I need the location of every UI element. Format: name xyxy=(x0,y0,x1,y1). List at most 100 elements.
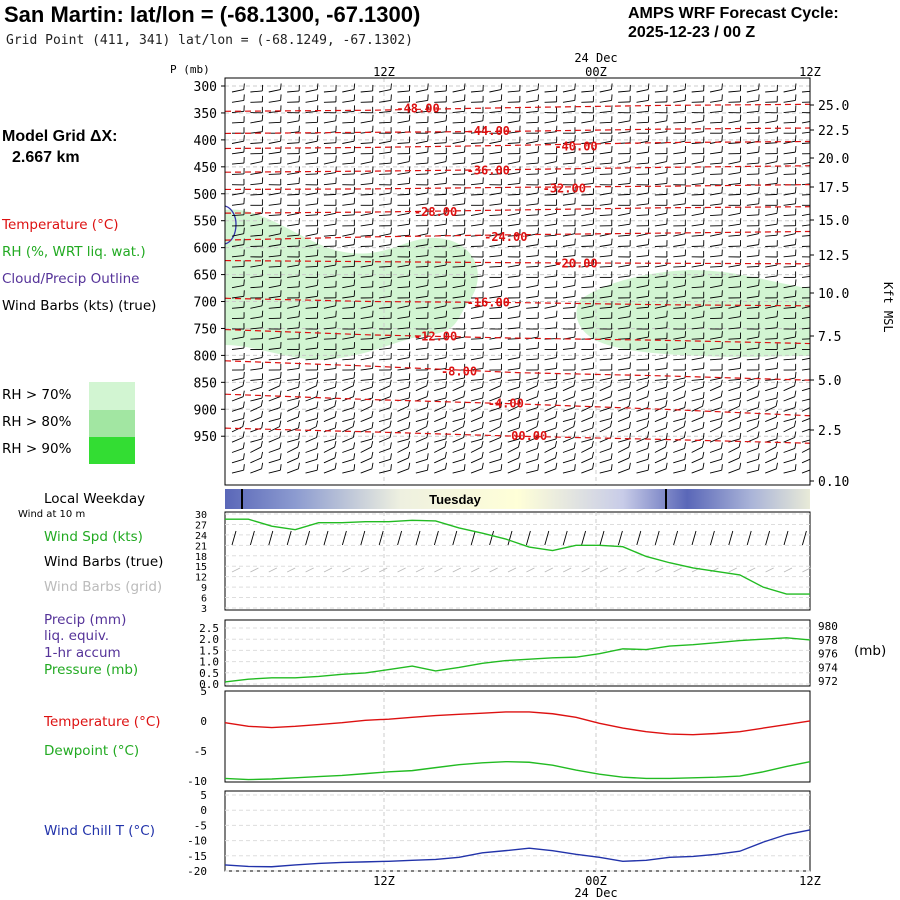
wind-barb-flag xyxy=(445,207,448,214)
wind-barb-shaft xyxy=(544,405,556,412)
wind-barb-flag xyxy=(464,331,466,338)
wind-barb-shaft xyxy=(618,367,631,371)
wind-barb xyxy=(673,227,687,237)
wind-barb-flag xyxy=(464,186,466,193)
wind-barb xyxy=(342,453,356,464)
wind-barb xyxy=(691,147,705,155)
wind-barb-shaft xyxy=(305,89,318,93)
wind-barb-flag xyxy=(610,464,613,471)
wind-barb xyxy=(489,186,503,196)
wind-barb xyxy=(268,379,282,392)
wind-barb xyxy=(581,258,595,268)
wind-barb xyxy=(397,411,411,423)
temperature-contour xyxy=(225,140,810,150)
wind-barb xyxy=(710,301,723,309)
wind-barb xyxy=(673,116,686,124)
wind-barb-flag xyxy=(426,420,429,427)
wind-barb-shaft xyxy=(636,336,649,340)
wind-barb xyxy=(434,155,448,165)
wind-barb-flag xyxy=(647,379,650,386)
wind-barb xyxy=(342,135,356,144)
wind-barb-shaft xyxy=(636,385,648,392)
wind-barb xyxy=(746,105,760,114)
wind-barb-shaft xyxy=(287,438,299,443)
wind-barb-shaft xyxy=(415,469,428,474)
wind-barb-shaft xyxy=(581,275,594,278)
wind-barb xyxy=(562,412,576,423)
wind-barb xyxy=(544,373,558,381)
wind-barb-shaft xyxy=(526,255,539,258)
wind-barb-flag xyxy=(408,299,411,306)
wind-barb-shaft xyxy=(710,306,723,309)
wind-barb xyxy=(434,218,448,227)
wind-barb xyxy=(691,440,705,453)
wind-barb xyxy=(654,421,668,433)
wind-barb-shaft xyxy=(323,120,336,124)
wind-barb xyxy=(710,208,723,217)
wind-barb-flag xyxy=(702,451,705,459)
wind-barb-shaft xyxy=(673,347,686,350)
wind-barb-flag xyxy=(592,421,595,429)
wind-barb xyxy=(360,291,374,299)
wind-barb-shaft xyxy=(305,347,318,350)
wind-barb-shaft xyxy=(287,120,300,124)
wind-barb xyxy=(728,392,742,402)
wind-barb-shaft xyxy=(323,212,336,217)
wind-barb-flag xyxy=(500,390,503,397)
wind-barb-shaft xyxy=(397,438,410,443)
wind-barb-shaft xyxy=(507,367,520,371)
wind-barb-shaft xyxy=(323,223,336,227)
wind-barb-flag xyxy=(574,83,576,90)
wind-barb xyxy=(581,136,594,144)
wind-barb xyxy=(617,421,631,433)
wind-barb xyxy=(562,420,576,433)
wind-barb-shaft xyxy=(599,255,612,258)
wind-barb-true xyxy=(249,530,255,546)
wind-barb-shaft xyxy=(231,358,245,361)
wind-barb-shaft xyxy=(397,427,409,433)
wind-barb xyxy=(691,321,705,330)
wind-barb xyxy=(507,84,521,93)
wind-barb-flag xyxy=(372,258,374,266)
wind-barb-flag xyxy=(390,186,392,193)
wind-barb-flag xyxy=(334,421,337,429)
wind-barb-flag xyxy=(555,421,558,429)
wind-barb xyxy=(691,177,705,186)
wind-barb xyxy=(746,401,760,412)
wind-barb-shaft xyxy=(728,161,741,165)
wind-barb-shaft xyxy=(765,161,778,165)
wind-barb-shaft xyxy=(783,244,796,247)
wind-barb-shaft xyxy=(434,172,447,175)
wind-barb-flag xyxy=(758,83,760,90)
wind-barb xyxy=(728,218,742,227)
wind-barb xyxy=(581,351,595,361)
wind-barb xyxy=(544,251,558,258)
wind-barb xyxy=(415,464,429,474)
wind-barb-shaft xyxy=(397,120,410,124)
wind-barb-shaft xyxy=(746,469,759,474)
wind-barb-shaft xyxy=(452,151,465,155)
wind-barb-flag xyxy=(445,421,448,429)
wind-barb xyxy=(544,199,558,206)
wind-barb-flag xyxy=(592,411,595,418)
wind-barb xyxy=(360,218,374,227)
wind-barb xyxy=(323,321,337,330)
wind-barb-shaft xyxy=(305,110,318,114)
wind-barb-flag xyxy=(427,227,429,234)
wind-barb xyxy=(728,269,742,278)
wind-barb xyxy=(415,94,429,103)
wind-barb xyxy=(323,95,337,103)
wind-barb xyxy=(323,280,337,289)
model-grid-info: Model Grid ΔX: 2.667 km xyxy=(2,126,118,168)
wind-barb-shaft xyxy=(489,284,502,289)
wind-barb xyxy=(599,331,613,340)
wind-barb xyxy=(231,197,245,206)
wind-barb-flag xyxy=(482,155,484,162)
wind-barb xyxy=(691,166,705,175)
wind-barb-flag xyxy=(482,381,484,388)
wind-barb-shaft xyxy=(801,357,810,361)
wind-barb-flag xyxy=(665,462,668,469)
wind-barb-shaft xyxy=(581,286,594,289)
wind-barb-shaft xyxy=(231,110,244,114)
wind-barb-shaft xyxy=(562,203,575,206)
